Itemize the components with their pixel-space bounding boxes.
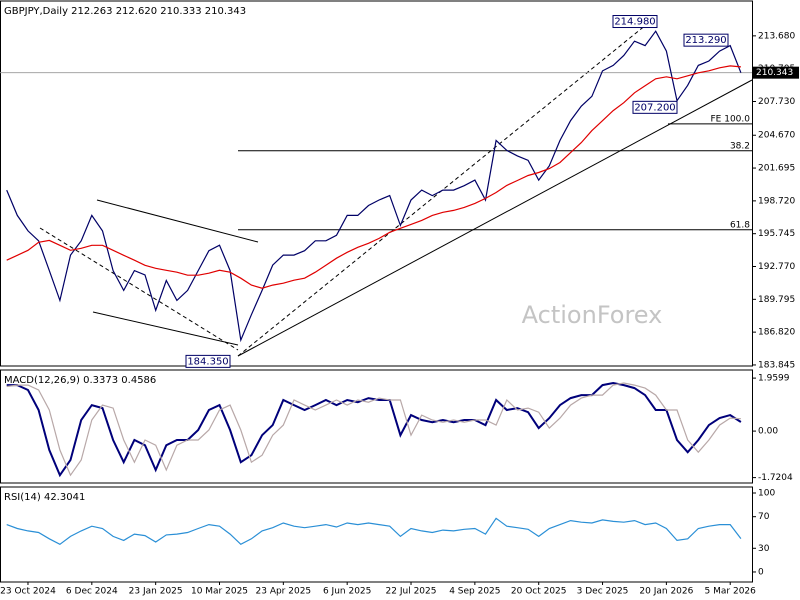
y-tick-label: 30 — [758, 544, 770, 554]
y-tick-label: 70 — [758, 512, 770, 522]
x-tick-label: 10 Mar 2025 — [191, 587, 248, 597]
annotation-box — [632, 100, 678, 114]
y-tick-label: 201.695 — [758, 164, 795, 174]
fib-level-label: 38.2 — [730, 141, 750, 151]
x-tick-label: 20 Jan 2026 — [639, 587, 693, 597]
current-price-box — [753, 66, 799, 79]
annotation-label: 214.980 — [614, 17, 655, 28]
y-tick-label: 189.795 — [758, 295, 795, 305]
annotation-label: 213.290 — [685, 35, 726, 46]
trend-line-dashed — [39, 227, 239, 351]
channel-line — [92, 311, 239, 346]
y-tick-label: 207.730 — [758, 97, 795, 107]
annotation-box — [185, 354, 231, 368]
x-tick-label: 23 Jan 2025 — [129, 587, 183, 597]
x-tick-label: 23 Oct 2024 — [0, 587, 56, 597]
watermark: ActionForex — [522, 301, 663, 329]
x-tick-label: 4 Sep 2025 — [449, 587, 500, 597]
y-tick-label: 1.9599 — [758, 374, 790, 384]
fib-level-label: FE 100.0 — [711, 114, 751, 124]
x-tick-label: 23 Apr 2025 — [256, 587, 312, 597]
x-tick-label: 3 Dec 2025 — [577, 587, 629, 597]
y-tick-label: 0 — [758, 567, 764, 577]
panel-frame — [0, 0, 753, 367]
annotation-box — [683, 33, 729, 47]
panel-frame — [0, 369, 753, 484]
current-price-label: 210.343 — [756, 68, 793, 78]
x-tick-label: 5 Mar 2026 — [705, 587, 757, 597]
y-tick-label: 192.770 — [758, 262, 795, 272]
series-line — [6, 30, 742, 343]
y-tick-label: 183.845 — [758, 360, 795, 370]
y-tick-label: 0.00 — [758, 427, 778, 437]
annotation-label: 184.350 — [187, 356, 228, 367]
annotation-label: 207.200 — [634, 102, 675, 113]
y-tick-label: -1.7204 — [758, 473, 793, 483]
panel-frame — [0, 486, 753, 583]
x-tick-label: 6 Jun 2025 — [323, 587, 371, 597]
series-line — [6, 382, 741, 477]
trend-line — [237, 79, 753, 357]
channel-line — [96, 199, 259, 243]
fib-level-label: 61.8 — [730, 220, 750, 230]
y-tick-label: 186.820 — [758, 328, 795, 338]
y-tick-label: 204.670 — [758, 131, 795, 141]
y-tick-label: 100 — [758, 489, 775, 499]
series-line — [6, 517, 742, 546]
panel-title: RSI(14) 42.3041 — [4, 492, 85, 503]
panel-title: MACD(12,26,9) 0.3373 0.4586 — [4, 375, 156, 386]
panel-title: GBPJPY,Daily 212.263 212.620 210.333 210… — [4, 6, 246, 17]
trend-line-dashed — [237, 19, 653, 357]
x-tick-label: 22 Jul 2025 — [386, 587, 437, 597]
y-tick-label: 198.720 — [758, 196, 795, 206]
annotation-box — [612, 15, 658, 29]
x-tick-label: 6 Dec 2024 — [66, 587, 118, 597]
y-tick-label: 213.680 — [758, 31, 795, 41]
y-tick-label: 195.745 — [758, 229, 795, 239]
x-tick-label: 20 Oct 2025 — [511, 587, 567, 597]
series-line — [6, 65, 741, 289]
